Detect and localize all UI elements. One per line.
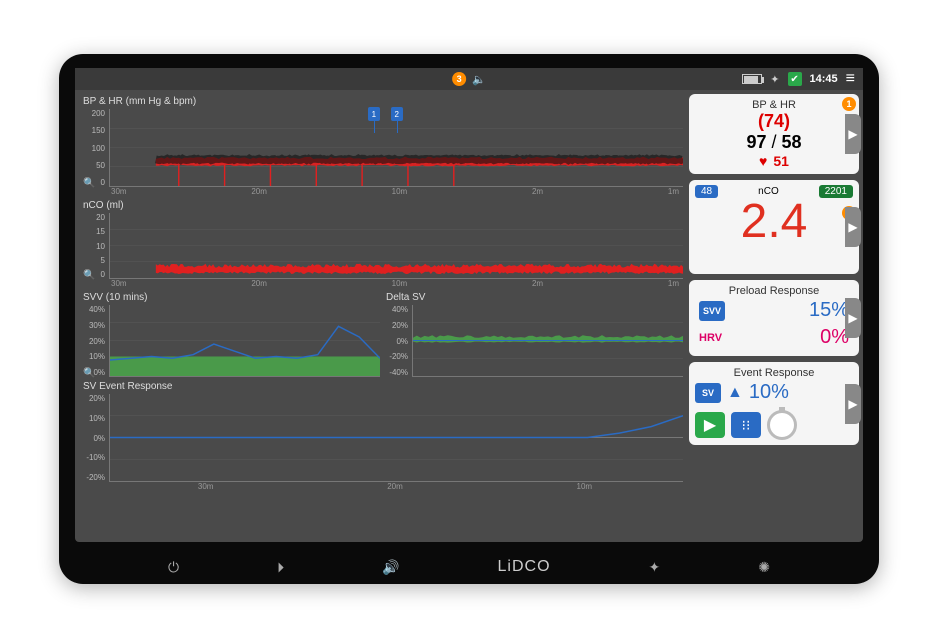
zoom-icon[interactable]: 🔍 bbox=[83, 368, 95, 379]
chart-bphr: BP & HR (mm Hg & bpm) 200 150 100 50 0 🔍… bbox=[79, 94, 683, 196]
chevron-right-icon[interactable]: ▶ bbox=[845, 298, 861, 338]
menu-icon[interactable]: ≡ bbox=[846, 70, 855, 88]
panel-bphr-title: BP & HR bbox=[695, 99, 853, 111]
chart-svevent-title: SV Event Response bbox=[79, 379, 683, 394]
chevron-right-icon[interactable]: ▶ bbox=[845, 207, 861, 247]
event-marker[interactable]: 2 bbox=[391, 107, 403, 121]
chart-bphr-title: BP & HR (mm Hg & bpm) bbox=[79, 94, 683, 109]
sv-tag: SV bbox=[695, 383, 721, 403]
arrow-up-icon: ▲ bbox=[727, 384, 743, 402]
hr-value: ♥ 51 bbox=[695, 153, 853, 169]
chart-svevent-yaxis: 20%10%0%-10%-20% bbox=[79, 394, 107, 482]
bp-mean: (74) bbox=[695, 111, 853, 132]
tree-button[interactable]: ⁝⁝ bbox=[731, 412, 761, 438]
zoom-icon[interactable]: 🔍 bbox=[83, 270, 95, 281]
chart-deltasv: Delta SV 40%20%0%-20%-40% bbox=[382, 290, 683, 377]
panel-event[interactable]: Event Response SV ▲ 10% ▶ ⁝⁝ ▶ bbox=[689, 362, 859, 445]
alert-badge[interactable]: 3 bbox=[452, 72, 466, 86]
hrv-tag: HRV bbox=[699, 332, 722, 344]
device-frame: 3 🔈 ✦ ✔ 14:45 ≡ BP & HR (mm Hg & bpm) 20… bbox=[59, 54, 879, 584]
check-icon[interactable]: ✔ bbox=[788, 72, 802, 86]
gear-icon[interactable]: ✦ bbox=[649, 559, 661, 576]
stopwatch-icon[interactable] bbox=[767, 410, 797, 440]
panel-badge: 1 bbox=[842, 97, 856, 111]
preload-row-svv: SVV 15% bbox=[695, 297, 853, 324]
panel-event-title: Event Response bbox=[695, 367, 853, 379]
chart-svv: SVV (10 mins) 40%30%20%10%0% 🔍 bbox=[79, 290, 380, 377]
chevron-right-icon[interactable]: ▶ bbox=[845, 114, 861, 154]
play-button[interactable]: ▶ bbox=[695, 412, 725, 438]
sound-icon[interactable]: 🔊 bbox=[382, 559, 399, 576]
brightness-icon[interactable]: ✺ bbox=[758, 559, 770, 576]
event-value: 10% bbox=[749, 381, 789, 404]
speaker-icon[interactable]: 🔈 bbox=[472, 73, 486, 86]
bezel-buttons: ⏻ ⏵ 🔊 LiDCO ✦ ✺ bbox=[59, 558, 879, 576]
chart-nco-title: nCO (ml) bbox=[79, 198, 683, 213]
charts-column: BP & HR (mm Hg & bpm) 200 150 100 50 0 🔍… bbox=[79, 94, 683, 538]
battery-icon bbox=[742, 74, 762, 84]
chart-nco: nCO (ml) 20 15 10 5 0 🔍 30m bbox=[79, 198, 683, 288]
brightness-icon[interactable]: ✦ bbox=[770, 73, 779, 86]
heart-icon: ♥ bbox=[759, 153, 767, 169]
chevron-right-icon[interactable]: ▶ bbox=[845, 384, 861, 424]
skip-icon[interactable]: ⏵ bbox=[277, 559, 284, 576]
clock-time: 14:45 bbox=[810, 73, 838, 85]
power-icon[interactable]: ⏻ bbox=[168, 559, 179, 576]
chart-nco-xaxis: 30m 20m 10m 2m 1m bbox=[79, 279, 683, 288]
chart-svevent-xaxis: 30m 20m 10m bbox=[79, 482, 683, 491]
event-row: SV ▲ 10% bbox=[695, 379, 853, 406]
brand-logo: LiDCO bbox=[498, 558, 551, 576]
chart-svv-title: SVV (10 mins) bbox=[79, 290, 380, 305]
chart-svv-yaxis: 40%30%20%10%0% bbox=[79, 305, 107, 377]
event-marker[interactable]: 1 bbox=[368, 107, 380, 121]
preload-row-hrv: HRV 0% bbox=[695, 324, 853, 351]
nco-pill-right: 2201 bbox=[819, 185, 853, 198]
panel-nco[interactable]: 2 48 nCO 2201 2.4 ▶ bbox=[689, 180, 859, 274]
screen: 3 🔈 ✦ ✔ 14:45 ≡ BP & HR (mm Hg & bpm) 20… bbox=[75, 68, 863, 542]
chart-deltasv-yaxis: 40%20%0%-20%-40% bbox=[382, 305, 410, 377]
panel-bphr[interactable]: 1 BP & HR (74) 97 / 58 ♥ 51 ▶ bbox=[689, 94, 859, 174]
chart-bphr-yaxis: 200 150 100 50 0 bbox=[79, 109, 107, 187]
status-bar: 3 🔈 ✦ ✔ 14:45 ≡ bbox=[75, 68, 863, 90]
svv-value: 15% bbox=[809, 299, 849, 322]
svv-tag: SVV bbox=[699, 301, 725, 321]
zoom-icon[interactable]: 🔍 bbox=[83, 178, 95, 189]
chart-bphr-xaxis: 30m 20m 10m 2m 1m bbox=[79, 187, 683, 196]
panel-preload[interactable]: Preload Response SVV 15% HRV 0% ▶ bbox=[689, 280, 859, 356]
bp-sys-dia: 97 / 58 bbox=[695, 132, 853, 153]
panels-column: 1 BP & HR (74) 97 / 58 ♥ 51 ▶ bbox=[689, 94, 859, 538]
nco-value: 2.4 bbox=[695, 198, 853, 246]
chart-deltasv-title: Delta SV bbox=[382, 290, 683, 305]
chart-svevent: SV Event Response 20%10%0%-10%-20% 30m 2… bbox=[79, 379, 683, 491]
nco-pill-left: 48 bbox=[695, 185, 718, 198]
panel-preload-title: Preload Response bbox=[695, 285, 853, 297]
